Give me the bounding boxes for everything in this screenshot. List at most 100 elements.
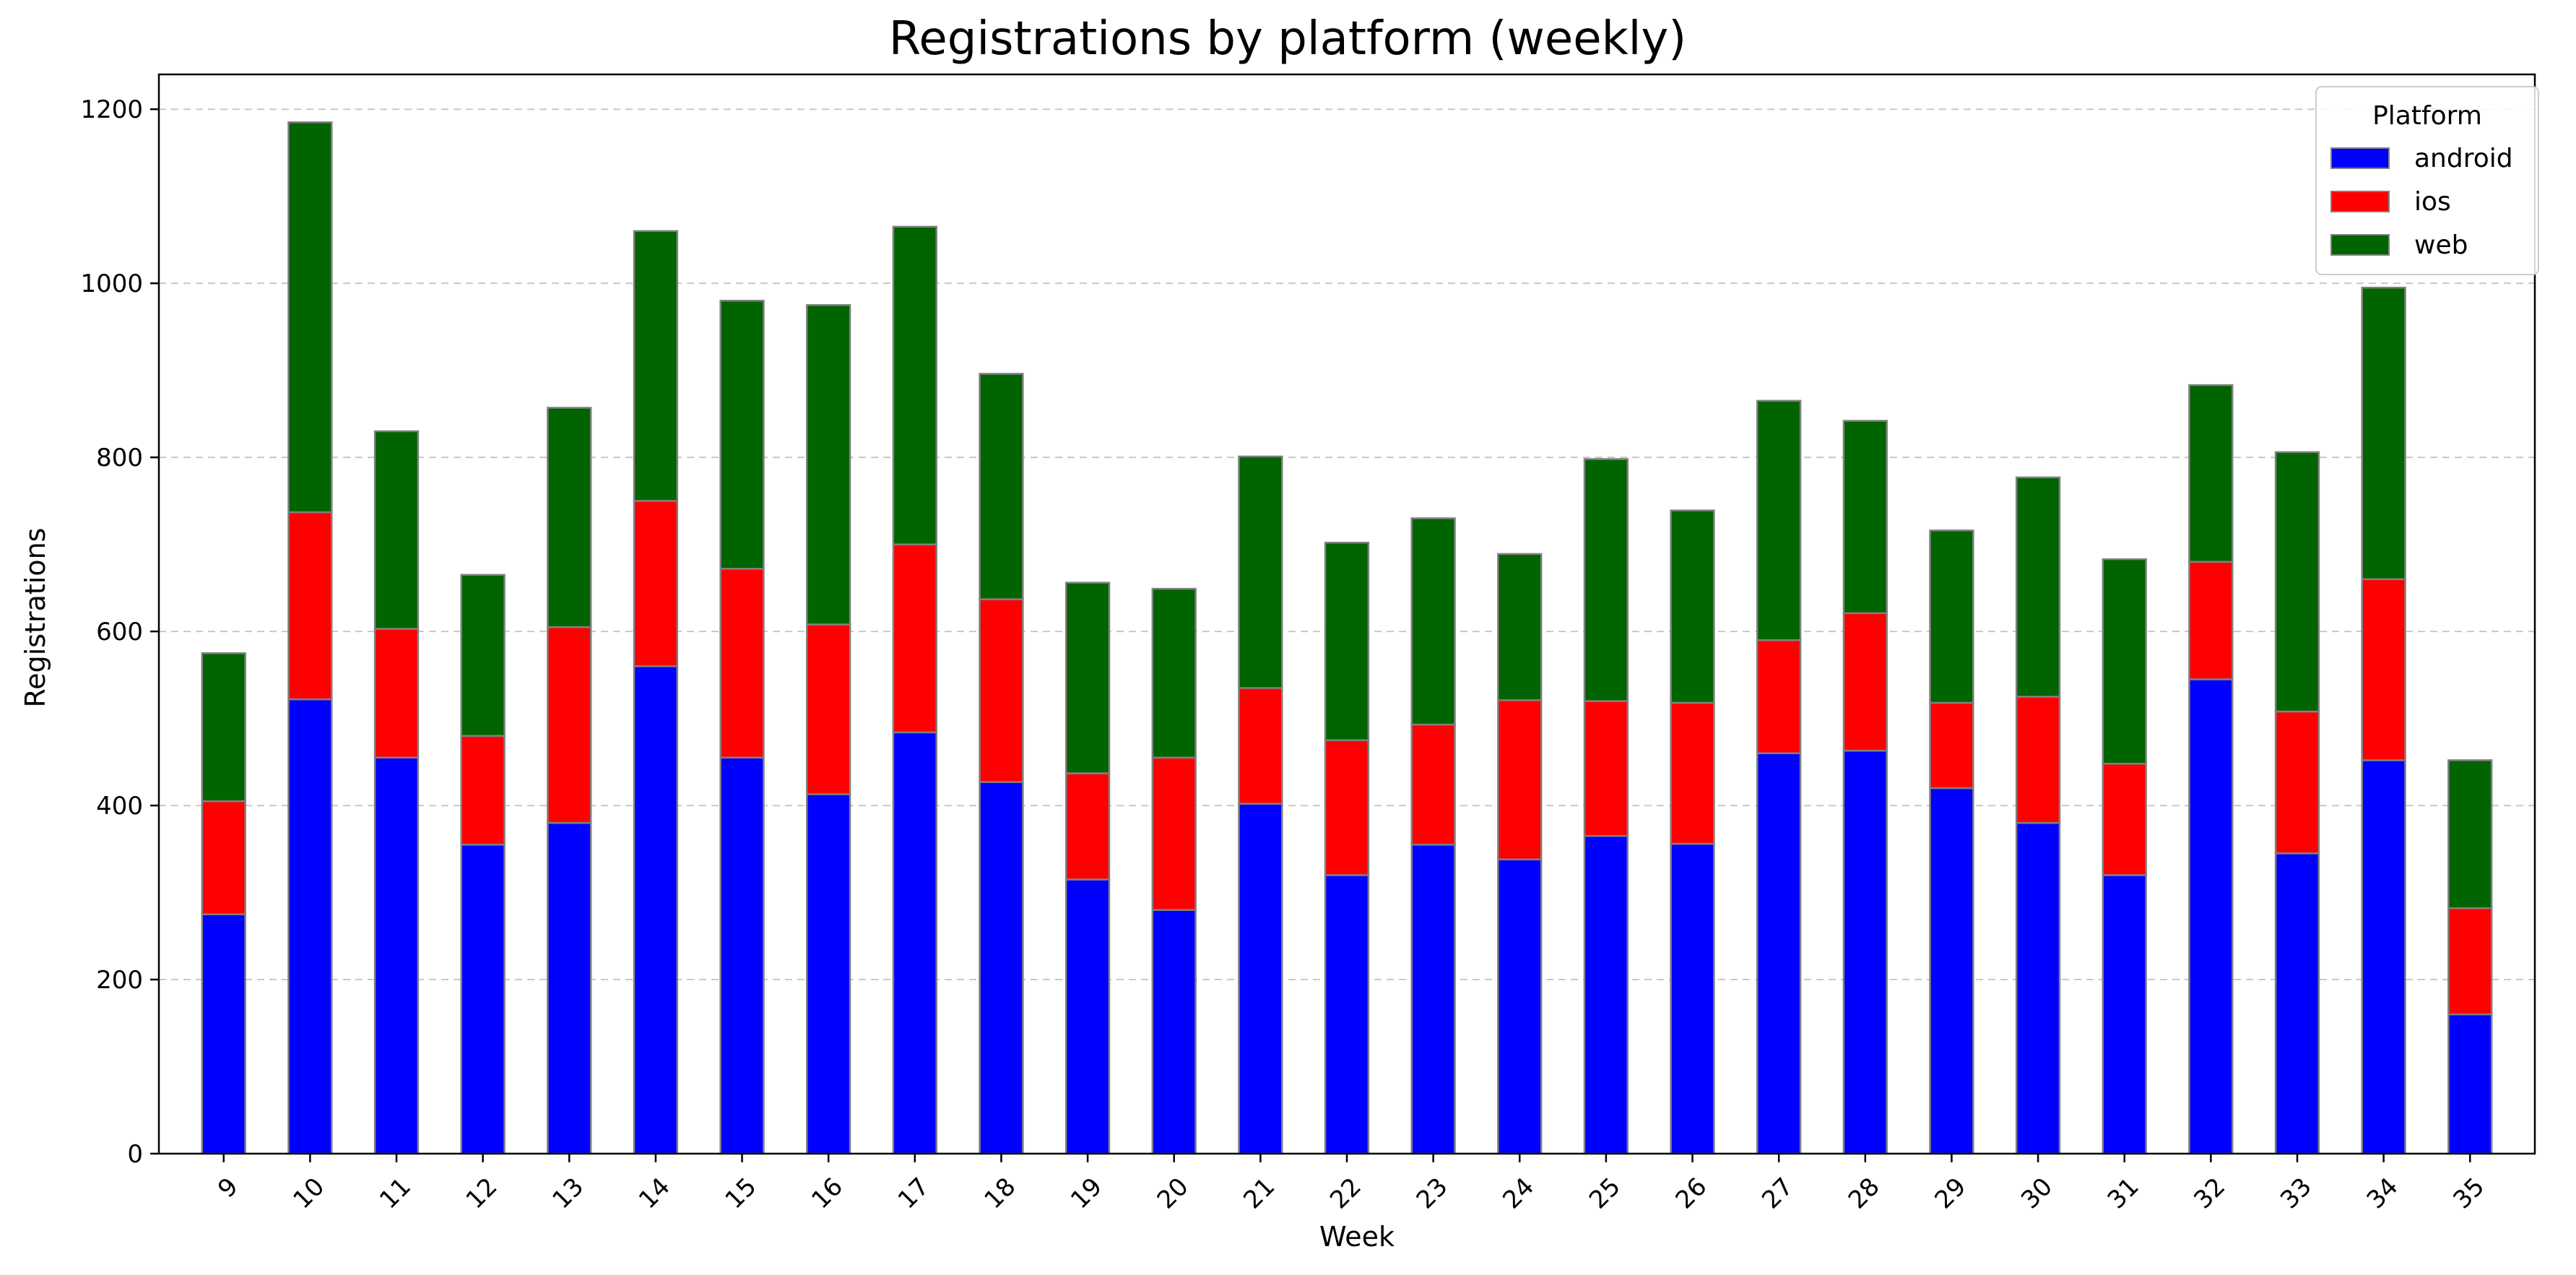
bar-ios-week-19: [1064, 772, 1111, 881]
x-tick-label: 13: [547, 1172, 589, 1215]
bar-web-week-19: [1064, 582, 1111, 774]
bar-android-week-28: [1842, 749, 1888, 1155]
bar-ios-week-31: [2102, 762, 2147, 876]
x-tick-label: 27: [1756, 1172, 1799, 1215]
x-tick-label: 34: [2362, 1172, 2404, 1215]
y-axis-ticks: 0 200 400 600 800 1000 1200: [80, 95, 159, 1169]
bar-android-week-30: [2015, 821, 2061, 1155]
x-tick-label: 11: [374, 1172, 417, 1215]
bar-web-week-16: [806, 304, 851, 626]
legend-swatch-web: [2330, 234, 2390, 256]
bar-ios-week-18: [979, 598, 1024, 783]
bar-android-week-11: [373, 756, 420, 1155]
y-axis-label: Registrations: [19, 528, 51, 708]
legend-label-android: android: [2414, 144, 2513, 173]
bar-web-week-29: [1929, 530, 1974, 704]
bar-web-week-11: [373, 430, 420, 630]
bar-ios-week-33: [2274, 710, 2320, 855]
bar-android-week-22: [1324, 874, 1370, 1155]
bar-android-week-21: [1238, 803, 1283, 1155]
bar-web-week-25: [1583, 458, 1629, 702]
bar-web-week-28: [1842, 420, 1888, 615]
x-tick-label: 29: [1929, 1172, 1972, 1215]
bar-web-week-23: [1410, 517, 1456, 726]
bar-ios-week-26: [1670, 701, 1715, 845]
bar-web-week-17: [892, 225, 937, 545]
bar-android-week-13: [547, 821, 592, 1155]
bar-android-week-27: [1756, 752, 1802, 1155]
bar-ios-week-20: [1151, 756, 1197, 911]
x-tick-label: 9: [212, 1172, 244, 1204]
x-tick-label: 28: [1843, 1172, 1886, 1215]
bar-web-week-14: [633, 230, 679, 502]
y-tick-label: 400: [96, 792, 143, 821]
bar-web-week-33: [2274, 451, 2320, 713]
bar-ios-week-32: [2188, 561, 2234, 680]
bar-web-week-13: [547, 407, 592, 628]
bar-ios-week-11: [373, 628, 420, 759]
y-tick-label: 800: [96, 444, 143, 472]
x-tick-label: 18: [979, 1172, 1021, 1215]
bar-android-week-10: [287, 698, 333, 1155]
legend-box: [2315, 86, 2539, 275]
bar-web-week-15: [719, 300, 765, 570]
x-tick-label: 23: [1411, 1172, 1454, 1215]
bar-ios-week-23: [1410, 723, 1456, 846]
bar-android-week-34: [2361, 759, 2406, 1155]
bar-web-week-27: [1756, 399, 1802, 641]
bar-web-week-18: [979, 373, 1024, 600]
bar-web-week-22: [1324, 541, 1370, 741]
x-axis-label: Week: [1319, 1221, 1395, 1253]
legend-swatch-android: [2330, 147, 2390, 169]
bar-ios-week-12: [460, 735, 506, 846]
x-tick-label: 12: [461, 1172, 503, 1215]
x-tick-label: 19: [1065, 1172, 1108, 1215]
x-tick-label: 35: [2447, 1172, 2490, 1215]
x-tick-label: 16: [806, 1172, 849, 1215]
bar-ios-week-22: [1324, 739, 1370, 876]
bar-web-week-12: [460, 574, 506, 737]
legend-label-web: web: [2414, 230, 2468, 260]
bars: [201, 121, 2493, 1155]
x-axis-ticks: 9 10 11 12 13 14 15 16 17 18 19 20 21 22 23 24 25 26 27 28 2…: [212, 1154, 2490, 1214]
bar-android-week-14: [633, 665, 679, 1155]
bar-web-week-31: [2102, 558, 2147, 765]
x-tick-label: 10: [287, 1172, 330, 1215]
bar-android-week-32: [2188, 678, 2234, 1155]
x-tick-label: 24: [1497, 1172, 1540, 1215]
bar-web-week-10: [287, 121, 333, 514]
legend-title: Platform: [2372, 101, 2482, 131]
bar-android-week-16: [806, 793, 851, 1155]
bar-android-week-17: [892, 731, 937, 1155]
bar-ios-week-34: [2361, 578, 2406, 761]
y-tick-label: 600: [96, 618, 143, 647]
bar-android-week-9: [201, 913, 246, 1155]
x-tick-label: 32: [2188, 1172, 2231, 1215]
bar-android-week-18: [979, 781, 1024, 1155]
x-tick-label: 20: [1152, 1172, 1194, 1215]
x-tick-label: 21: [1238, 1172, 1280, 1215]
bar-web-week-30: [2015, 476, 2061, 698]
x-tick-label: 25: [1584, 1172, 1626, 1215]
bar-android-week-12: [460, 844, 506, 1155]
bar-ios-week-29: [1929, 701, 1974, 790]
x-tick-label: 26: [1670, 1172, 1713, 1215]
bar-web-week-32: [2188, 384, 2234, 563]
x-tick-label: 22: [1324, 1172, 1367, 1215]
x-tick-label: 30: [2016, 1172, 2058, 1215]
bar-android-week-25: [1583, 834, 1629, 1155]
bar-android-week-19: [1064, 878, 1111, 1155]
bar-ios-week-13: [547, 626, 592, 824]
bar-android-week-31: [2102, 874, 2147, 1155]
legend: Platform android ios web: [2315, 86, 2539, 275]
bar-android-week-26: [1670, 842, 1715, 1155]
y-tick-label: 0: [127, 1140, 143, 1169]
bar-web-week-20: [1151, 587, 1197, 759]
bar-web-week-35: [2447, 759, 2493, 909]
bar-ios-week-25: [1583, 700, 1629, 837]
y-tick-label: 1000: [80, 269, 143, 298]
x-tick-label: 17: [893, 1172, 935, 1215]
x-tick-label: 14: [633, 1172, 676, 1215]
bar-android-week-29: [1929, 787, 1974, 1155]
